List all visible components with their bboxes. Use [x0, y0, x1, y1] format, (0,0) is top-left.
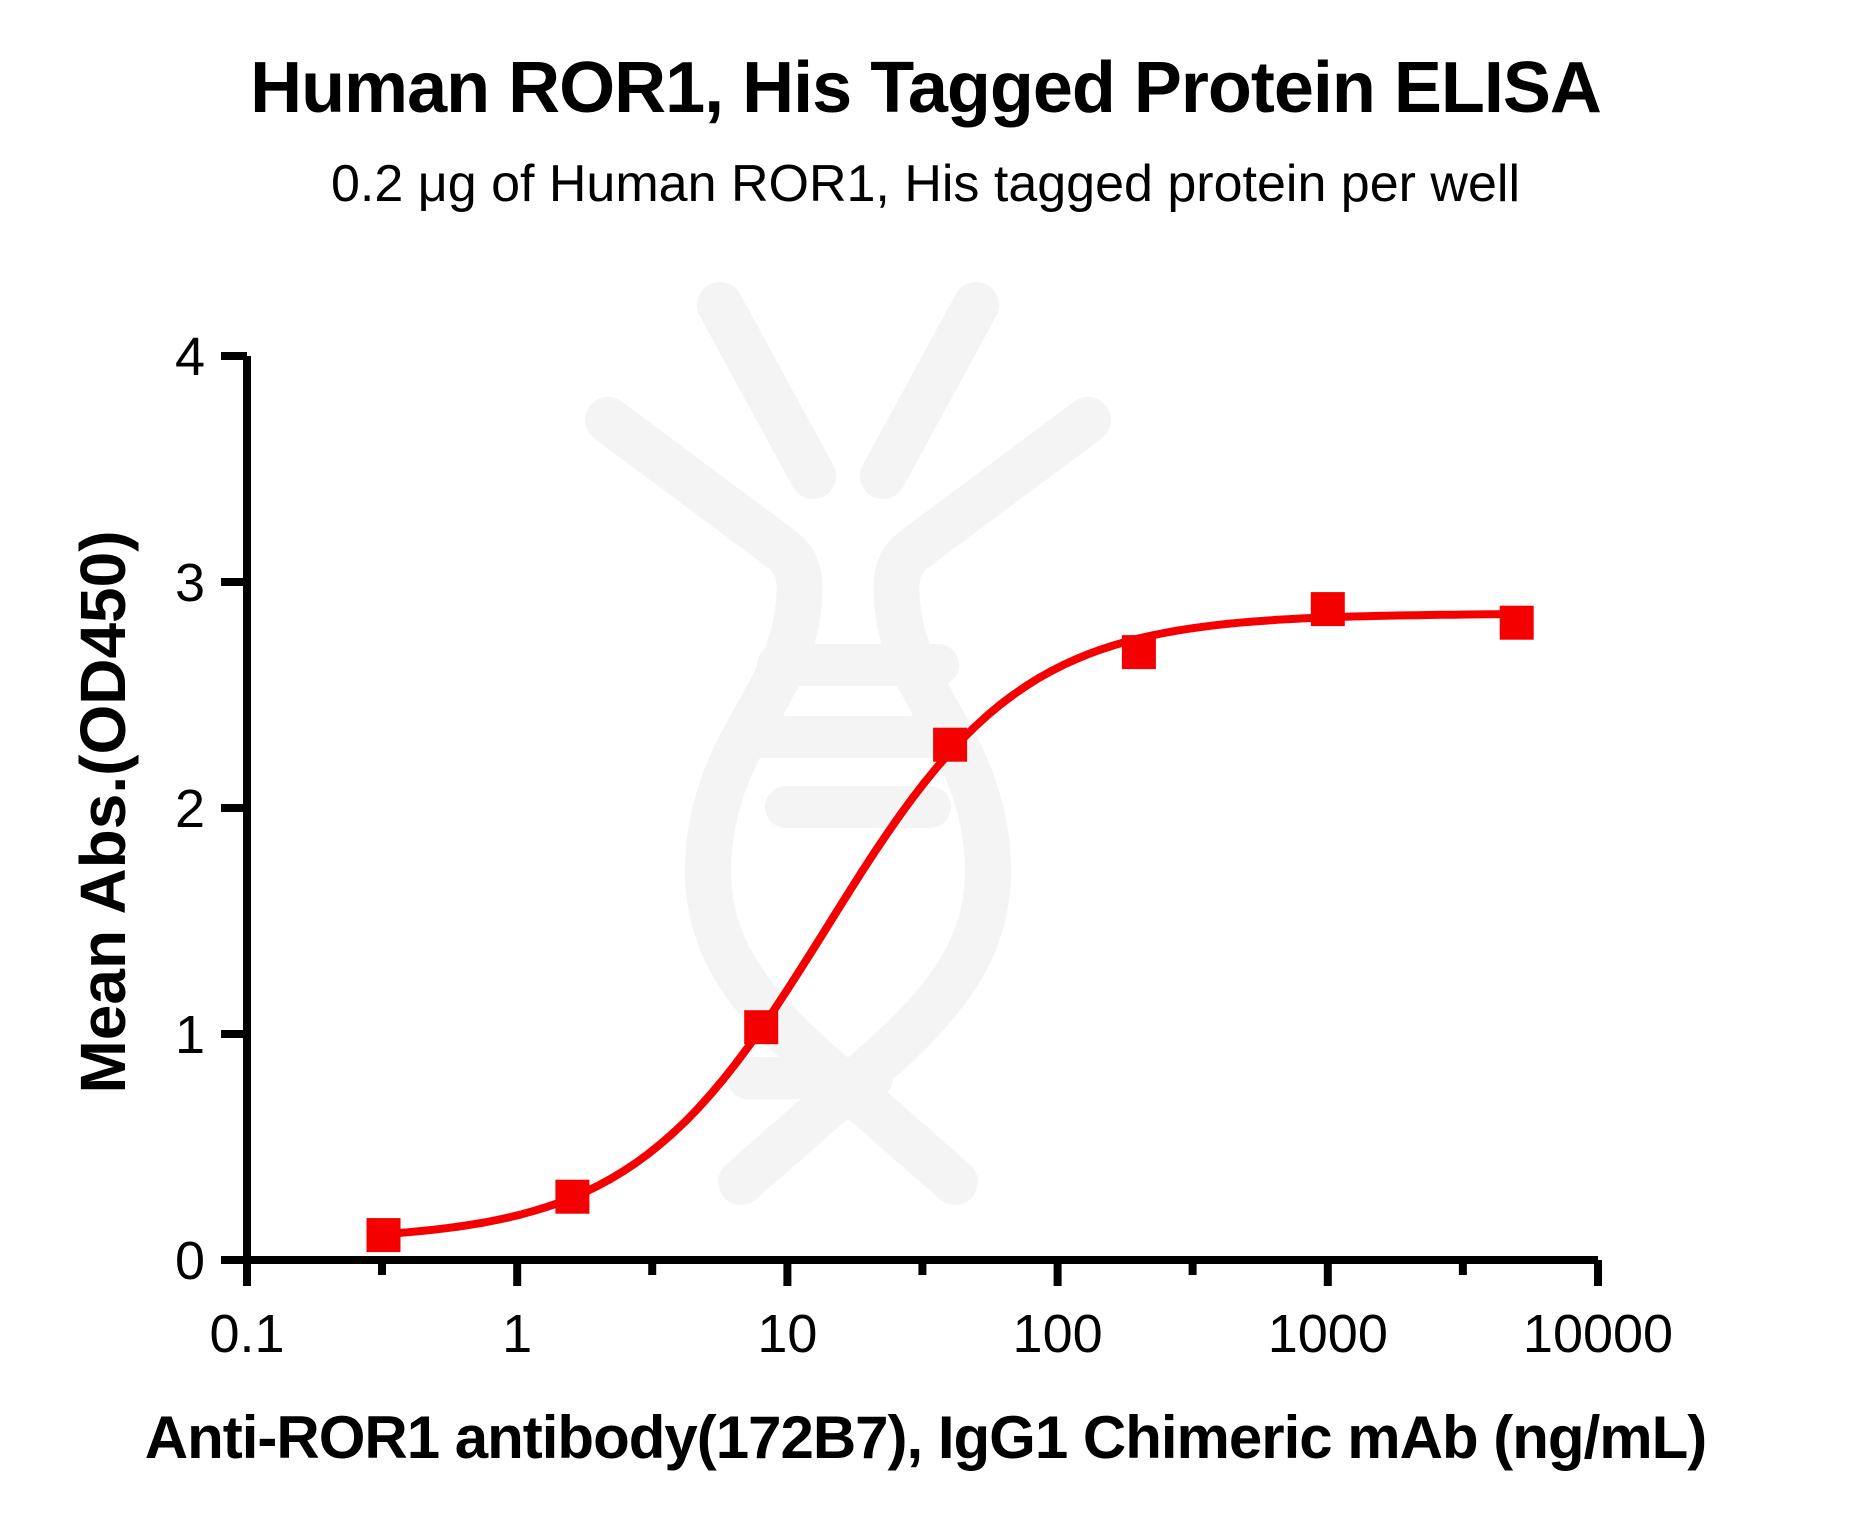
y-tick-label: 2: [175, 779, 205, 839]
data-point-marker: [1310, 592, 1345, 627]
data-point-marker: [744, 1010, 779, 1045]
x-tick-label: 1: [502, 1304, 532, 1364]
y-tick-label: 3: [175, 553, 205, 613]
data-point-marker: [1121, 635, 1156, 670]
data-point-marker: [555, 1179, 590, 1214]
x-axis-title: Anti-ROR1 antibody(172B7), IgG1 Chimeric…: [144, 1404, 1707, 1471]
y-tick-label: 4: [175, 327, 205, 387]
x-tick-label: 10: [757, 1304, 817, 1364]
y-tick-label: 0: [175, 1231, 205, 1291]
x-tick-label: 0.1: [209, 1304, 284, 1364]
axes-layer: 0.1 1 10 100 1000 10000 0 1 2 3 4: [175, 327, 1673, 1364]
x-tick-label: 10000: [1523, 1304, 1673, 1364]
watermark-outer-strand-right: [718, 397, 1111, 1205]
x-tick-label: 100: [1013, 1304, 1103, 1364]
chart-title: Human ROR1, His Tagged Protein ELISA: [250, 48, 1602, 128]
y-tick-label: 1: [175, 1005, 205, 1065]
data-point-marker: [1499, 605, 1534, 640]
chart-subtitle: 0.2 μg of Human ROR1, His tagged protein…: [331, 155, 1520, 213]
points-layer: [366, 592, 1534, 1253]
dna-antibody-watermark-icon: [585, 282, 1111, 1205]
watermark-inner-strand-left: [697, 282, 836, 499]
data-point-marker: [933, 727, 968, 762]
data-point-marker: [366, 1218, 401, 1253]
watermark-inner-strand-right: [860, 282, 999, 499]
x-tick-label: 1000: [1268, 1304, 1388, 1364]
watermark-outer-strand-left: [585, 397, 978, 1205]
